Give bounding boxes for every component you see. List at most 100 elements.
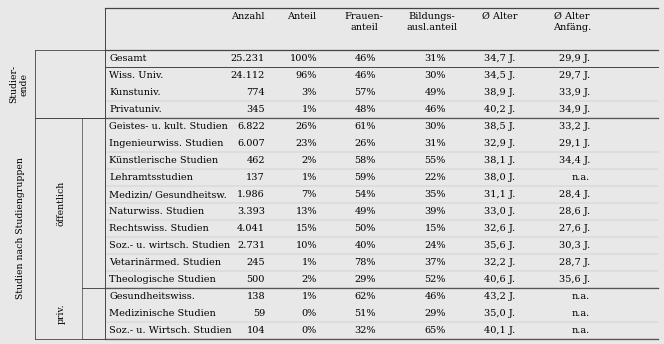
Text: 38,0 J.: 38,0 J. xyxy=(484,173,515,182)
Text: 26%: 26% xyxy=(355,139,376,148)
Text: 32%: 32% xyxy=(355,326,376,335)
Text: 59%: 59% xyxy=(355,173,376,182)
Text: 46%: 46% xyxy=(355,71,376,80)
Text: 100%: 100% xyxy=(290,54,317,63)
Text: Künstlerische Studien: Künstlerische Studien xyxy=(109,156,218,165)
Text: 6.007: 6.007 xyxy=(237,139,265,148)
Text: 35,6 J.: 35,6 J. xyxy=(559,275,590,284)
Text: 1%: 1% xyxy=(301,105,317,114)
Text: öffentlich: öffentlich xyxy=(57,180,66,226)
Text: 52%: 52% xyxy=(424,275,446,284)
Text: 46%: 46% xyxy=(424,105,446,114)
Text: Geistes- u. kult. Studien: Geistes- u. kult. Studien xyxy=(109,122,228,131)
Text: 62%: 62% xyxy=(355,292,376,301)
Text: 22%: 22% xyxy=(424,173,446,182)
Text: Gesundheitswiss.: Gesundheitswiss. xyxy=(109,292,195,301)
Text: 39%: 39% xyxy=(424,207,446,216)
Text: 31%: 31% xyxy=(424,54,446,63)
Text: Ø Alter
Anfäng.: Ø Alter Anfäng. xyxy=(553,12,591,32)
Text: 40,2 J.: 40,2 J. xyxy=(484,105,515,114)
Text: 28,6 J.: 28,6 J. xyxy=(559,207,590,216)
Text: 57%: 57% xyxy=(355,88,376,97)
Text: 61%: 61% xyxy=(355,122,376,131)
Text: Ingenieurwiss. Studien: Ingenieurwiss. Studien xyxy=(109,139,223,148)
Text: 29,9 J.: 29,9 J. xyxy=(559,54,590,63)
Text: Medizin/ Gesundheitsw.: Medizin/ Gesundheitsw. xyxy=(109,190,226,199)
Text: Bildungs-
ausl.anteil: Bildungs- ausl.anteil xyxy=(406,12,457,32)
Text: priv.: priv. xyxy=(57,303,66,324)
Text: 29,1 J.: 29,1 J. xyxy=(558,139,590,148)
Text: 55%: 55% xyxy=(424,156,446,165)
Text: 7%: 7% xyxy=(301,190,317,199)
Text: Rechtswiss. Studien: Rechtswiss. Studien xyxy=(109,224,208,233)
Text: 31,1 J.: 31,1 J. xyxy=(483,190,515,199)
Text: 462: 462 xyxy=(246,156,265,165)
Text: 15%: 15% xyxy=(424,224,446,233)
Text: 245: 245 xyxy=(246,258,265,267)
Text: 33,2 J.: 33,2 J. xyxy=(558,122,590,131)
Text: Frauen-
anteil: Frauen- anteil xyxy=(345,12,383,32)
Text: 1%: 1% xyxy=(301,292,317,301)
Text: Studien nach Studiengruppen: Studien nach Studiengruppen xyxy=(16,158,25,299)
Text: 32,2 J.: 32,2 J. xyxy=(483,258,515,267)
Text: 40,1 J.: 40,1 J. xyxy=(484,326,515,335)
Text: n.a.: n.a. xyxy=(572,309,590,318)
Text: 0%: 0% xyxy=(301,326,317,335)
Text: 1%: 1% xyxy=(301,258,317,267)
Text: 38,5 J.: 38,5 J. xyxy=(484,122,515,131)
Text: 43,2 J.: 43,2 J. xyxy=(483,292,515,301)
Text: 34,4 J.: 34,4 J. xyxy=(558,156,590,165)
Text: 34,7 J.: 34,7 J. xyxy=(483,54,515,63)
Text: Privatuniv.: Privatuniv. xyxy=(109,105,162,114)
Text: Kunstuniv.: Kunstuniv. xyxy=(109,88,161,97)
Text: 500: 500 xyxy=(246,275,265,284)
Text: Vetarinärmed. Studien: Vetarinärmed. Studien xyxy=(109,258,221,267)
Text: n.a.: n.a. xyxy=(572,292,590,301)
Text: 28,4 J.: 28,4 J. xyxy=(558,190,590,199)
Text: 138: 138 xyxy=(246,292,265,301)
Text: Gesamt: Gesamt xyxy=(109,54,147,63)
Text: Studier-
ende: Studier- ende xyxy=(9,65,28,103)
Text: 38,9 J.: 38,9 J. xyxy=(484,88,515,97)
Text: 1%: 1% xyxy=(301,173,317,182)
Text: Wiss. Univ.: Wiss. Univ. xyxy=(109,71,163,80)
Text: 10%: 10% xyxy=(295,241,317,250)
Text: 104: 104 xyxy=(246,326,265,335)
Text: 32,6 J.: 32,6 J. xyxy=(484,224,515,233)
Text: 29,7 J.: 29,7 J. xyxy=(558,71,590,80)
Text: 51%: 51% xyxy=(355,309,376,318)
Text: 30%: 30% xyxy=(424,71,446,80)
Text: 1.986: 1.986 xyxy=(237,190,265,199)
Text: n.a.: n.a. xyxy=(572,173,590,182)
Text: Soz.- u. Wirtsch. Studien: Soz.- u. Wirtsch. Studien xyxy=(109,326,232,335)
Text: Soz.- u. wirtsch. Studien: Soz.- u. wirtsch. Studien xyxy=(109,241,230,250)
Text: 15%: 15% xyxy=(295,224,317,233)
Text: 774: 774 xyxy=(246,88,265,97)
Text: 49%: 49% xyxy=(424,88,446,97)
Text: Anzahl: Anzahl xyxy=(231,12,265,21)
Text: 2%: 2% xyxy=(301,275,317,284)
Text: 25.231: 25.231 xyxy=(231,54,265,63)
Text: 0%: 0% xyxy=(301,309,317,318)
Text: Anteil: Anteil xyxy=(288,12,317,21)
Text: 78%: 78% xyxy=(355,258,376,267)
Text: Lehramtsstudien: Lehramtsstudien xyxy=(109,173,193,182)
Text: 35%: 35% xyxy=(424,190,446,199)
Text: 46%: 46% xyxy=(355,54,376,63)
Text: 96%: 96% xyxy=(295,71,317,80)
Text: 50%: 50% xyxy=(355,224,376,233)
Text: 3.393: 3.393 xyxy=(237,207,265,216)
Text: Theologische Studien: Theologische Studien xyxy=(109,275,216,284)
Text: 26%: 26% xyxy=(295,122,317,131)
Text: 54%: 54% xyxy=(355,190,376,199)
Text: 33,0 J.: 33,0 J. xyxy=(484,207,515,216)
Text: 29%: 29% xyxy=(355,275,376,284)
Text: 23%: 23% xyxy=(295,139,317,148)
Text: 40,6 J.: 40,6 J. xyxy=(484,275,515,284)
Text: 40%: 40% xyxy=(355,241,376,250)
Text: 13%: 13% xyxy=(295,207,317,216)
Text: 27,6 J.: 27,6 J. xyxy=(558,224,590,233)
Text: 38,1 J.: 38,1 J. xyxy=(484,156,515,165)
Text: 33,9 J.: 33,9 J. xyxy=(558,88,590,97)
Text: 3%: 3% xyxy=(301,88,317,97)
